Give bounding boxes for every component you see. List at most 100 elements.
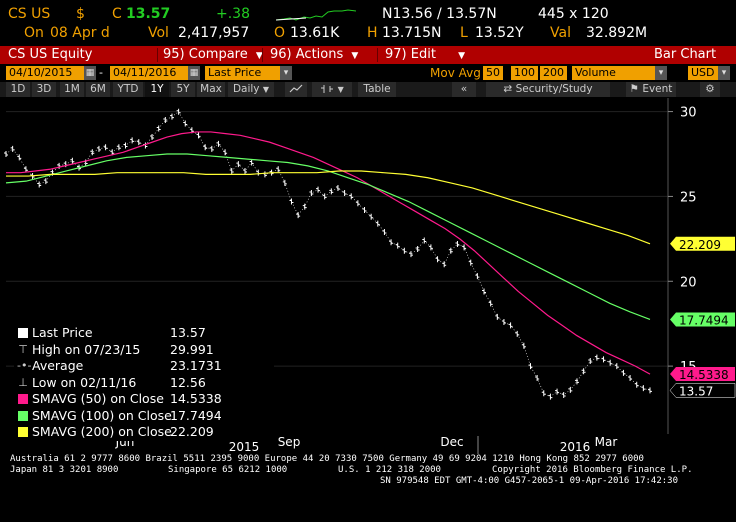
calendar-icon[interactable]: ▦ xyxy=(84,66,96,80)
avg-marker-icon: -•- xyxy=(17,359,32,372)
volume: 2,417,957 xyxy=(178,25,250,41)
price-bar xyxy=(648,387,652,394)
period-3d[interactable]: 3D xyxy=(32,82,56,97)
on-label: On xyxy=(24,25,44,41)
period-1d[interactable]: 1D xyxy=(6,82,30,97)
footer: Australia 61 2 9777 8600 Brazil 5511 239… xyxy=(0,454,736,522)
price-bar xyxy=(455,240,460,247)
chevron-down-icon: ▼ xyxy=(458,51,466,61)
start-date-field[interactable]: 04/10/2015 xyxy=(6,66,84,80)
bid-ask: N13.56 / 13.57N xyxy=(382,6,497,22)
price-bar xyxy=(309,190,314,197)
footer-line-2a: Japan 81 3 3201 8900 xyxy=(10,465,119,475)
legend-item: SMAVG (100) on Close 17.7494 xyxy=(14,408,274,425)
year-label: 2016 xyxy=(560,440,591,454)
price-bar xyxy=(17,154,22,161)
ma3-field[interactable]: 200 xyxy=(540,66,567,80)
actions-label: Actions xyxy=(295,47,344,62)
edit-button[interactable]: 97) Edit ▼ xyxy=(385,46,465,64)
price-bar xyxy=(203,144,208,151)
lower-field-select[interactable]: Volume xyxy=(572,66,658,80)
end-date-field[interactable]: 04/11/2016 xyxy=(110,66,188,80)
right-value-label: 17.7494 xyxy=(670,312,735,327)
legend-value: 23.1731 xyxy=(170,358,222,373)
legend-value: 22.209 xyxy=(170,424,214,439)
right-value-labels: 22.209 17.7494 14.5338 13.57 xyxy=(669,236,736,398)
legend-swatch xyxy=(18,410,28,421)
price-bar xyxy=(150,134,155,141)
gear-icon[interactable]: ⚙ xyxy=(700,82,720,97)
calendar-icon[interactable]: ▦ xyxy=(188,66,200,80)
ma1-field[interactable]: 50 xyxy=(483,66,503,80)
price-bar xyxy=(163,117,168,124)
sparkline xyxy=(276,9,356,21)
legend-item: Last Price 13.57 xyxy=(14,325,274,342)
price-bar xyxy=(23,166,28,173)
ma2-field[interactable]: 100 xyxy=(511,66,538,80)
chevron-down-icon[interactable]: ▾ xyxy=(280,66,292,80)
period-6m[interactable]: 6M xyxy=(86,82,110,97)
period-5y[interactable]: 5Y xyxy=(171,82,195,97)
size: 445 x 120 xyxy=(538,6,609,22)
right-value-label: 22.209 xyxy=(670,236,735,252)
ticker[interactable]: CS US xyxy=(8,6,51,22)
legend-item: SMAVG (50) on Close 14.5338 xyxy=(14,391,274,408)
actions-num: 96) xyxy=(270,47,292,62)
event-button[interactable]: ⚑ Event xyxy=(626,82,676,97)
period-1m[interactable]: 1M xyxy=(60,82,84,97)
footer-line-3: SN 979548 EDT GMT-4:00 G457-2065-1 09-Ap… xyxy=(380,476,679,486)
legend-value: 14.5338 xyxy=(170,391,222,406)
vol-label: Vol xyxy=(148,25,169,41)
high: 13.715N xyxy=(382,25,442,41)
currency-select[interactable]: USD xyxy=(688,66,718,80)
security-study-button[interactable]: ⇄ Security/Study xyxy=(486,82,610,97)
compare-button[interactable]: 95) Compare ▼ xyxy=(163,46,263,64)
bar-style-icon[interactable]: ▼ xyxy=(312,82,352,97)
period-ytd[interactable]: YTD xyxy=(113,82,143,97)
mov-avg-label: Mov Avg xyxy=(430,66,481,80)
series-ma-line xyxy=(5,153,651,321)
function-bar: CS US Equity 95) Compare ▼ 96) Actions ▼… xyxy=(0,46,736,64)
actions-button[interactable]: 96) Actions ▼ xyxy=(270,46,358,64)
price-bar xyxy=(196,132,201,139)
legend-label: SMAVG (100) on Close xyxy=(32,407,172,423)
price-bar xyxy=(302,203,307,210)
c-label: C xyxy=(112,6,122,22)
flag-icon: ⚑ xyxy=(629,83,639,95)
chart-legend: Last Price 13.57 ⊤ High on 07/23/15 29.991 -•… xyxy=(14,325,274,441)
security-field[interactable]: CS US Equity xyxy=(8,47,93,62)
legend-label: Low on 02/11/16 xyxy=(32,374,137,390)
legend-label: Last Price xyxy=(32,325,93,340)
price-bar xyxy=(581,368,586,375)
chevron-down-icon[interactable]: ▾ xyxy=(655,66,667,80)
series-group xyxy=(4,108,652,400)
bar-divider xyxy=(157,48,158,62)
high-marker-icon: ⊤ xyxy=(18,342,28,356)
table-button[interactable]: Table xyxy=(358,82,396,97)
footer-line-2c: U.S. 1 212 318 2000 xyxy=(338,465,441,475)
low-marker-icon: ⊥ xyxy=(18,375,28,389)
frequency-select[interactable]: Daily ▼ xyxy=(228,82,274,97)
legend-label: SMAVG (50) on Close xyxy=(32,391,164,406)
chart-type-label: Bar Chart xyxy=(654,47,717,62)
legend-label: SMAVG (200) on Close xyxy=(32,424,172,439)
compare-label: Compare xyxy=(188,47,248,62)
y-tick-label: 30 xyxy=(680,106,697,121)
x-tick-label: Mar xyxy=(595,435,618,449)
legend-value: 17.7494 xyxy=(170,407,222,423)
date-separator: - xyxy=(99,66,103,79)
compare-num: 95) xyxy=(163,47,185,62)
scroll-left-icon[interactable]: « xyxy=(452,82,476,97)
price-bar xyxy=(448,247,453,254)
period-1y[interactable]: 1Y xyxy=(145,82,169,97)
security-study-label: Security/Study xyxy=(515,83,593,95)
price-field-select[interactable]: Last Price xyxy=(205,66,283,80)
legend-item: -•- Average 23.1731 xyxy=(14,358,274,375)
price-bar xyxy=(389,239,394,246)
bar-divider xyxy=(377,48,378,62)
line-chart-icon[interactable] xyxy=(285,82,307,97)
period-max[interactable]: Max xyxy=(197,82,225,97)
chevron-down-icon[interactable]: ▾ xyxy=(718,66,730,80)
x-tick-label: Sep xyxy=(278,435,301,449)
